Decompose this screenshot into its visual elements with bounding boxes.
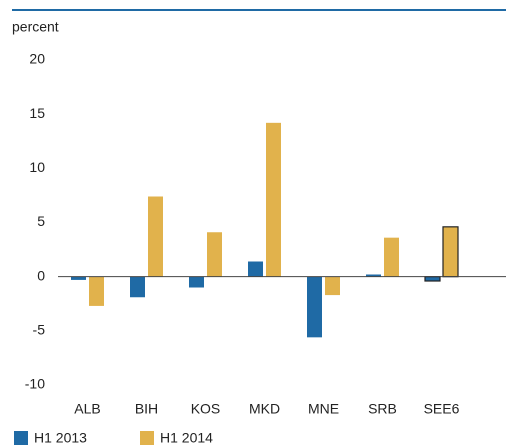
x-tick-label: ALB	[74, 401, 100, 417]
y-tick-label: 15	[29, 105, 45, 121]
x-tick-label: KOS	[191, 401, 221, 417]
y-tick-label: 0	[37, 267, 45, 283]
legend-label: H1 2014	[160, 430, 213, 446]
bar	[248, 261, 263, 277]
bar	[207, 232, 222, 277]
bar	[71, 276, 86, 280]
bar	[366, 274, 381, 277]
bar	[148, 196, 163, 277]
y-tick-label: 5	[37, 213, 45, 229]
x-tick-label: MNE	[308, 401, 339, 417]
y-tick-label: 10	[29, 159, 45, 175]
bar	[325, 276, 340, 296]
legend-label: H1 2013	[34, 430, 87, 446]
bar	[266, 122, 281, 277]
bar	[384, 237, 399, 277]
y-tick-label: 20	[29, 51, 45, 67]
x-tick-label: MKD	[249, 401, 280, 417]
y-tick-label: -5	[33, 322, 46, 338]
legend-swatch	[14, 431, 28, 445]
y-axis-label: percent	[12, 19, 59, 35]
bar	[89, 276, 104, 306]
bar	[307, 276, 322, 338]
bar	[442, 226, 459, 278]
y-tick-label: -10	[25, 376, 45, 392]
bar	[130, 276, 145, 298]
legend-swatch	[140, 431, 154, 445]
x-tick-label: SRB	[368, 401, 397, 417]
bar	[424, 276, 441, 282]
x-tick-label: BIH	[135, 401, 158, 417]
bar	[189, 276, 204, 288]
x-tick-label: SEE6	[424, 401, 460, 417]
